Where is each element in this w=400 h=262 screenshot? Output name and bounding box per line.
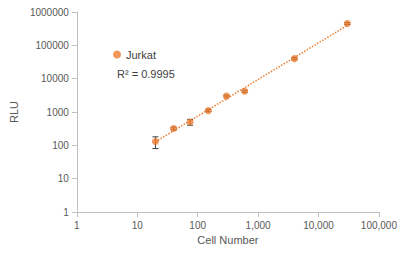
svg-text:100000: 100000 [35,40,69,51]
svg-text:100: 100 [52,140,69,151]
svg-text:100,000: 100,000 [361,220,398,231]
svg-text:Jurkat: Jurkat [126,49,156,61]
svg-text:1000: 1000 [47,107,70,118]
svg-text:Cell Number: Cell Number [197,234,258,246]
svg-text:10: 10 [132,220,144,231]
svg-text:RLU: RLU [8,101,20,123]
svg-text:1,000: 1,000 [246,220,271,231]
svg-text:100: 100 [189,220,206,231]
svg-text:10: 10 [58,173,70,184]
svg-text:R² = 0.9995: R² = 0.9995 [117,68,175,80]
svg-text:10,000: 10,000 [303,220,334,231]
svg-text:1: 1 [74,220,80,231]
svg-text:10000: 10000 [41,73,69,84]
svg-text:1: 1 [63,207,69,218]
svg-text:1000000: 1000000 [30,7,69,18]
